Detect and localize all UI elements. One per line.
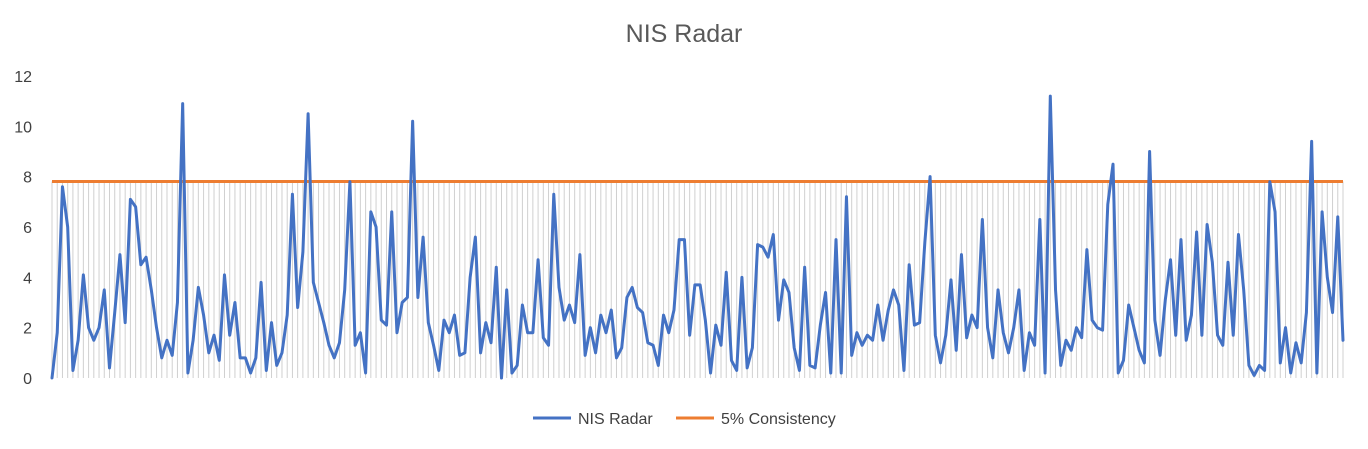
y-tick-label: 0 xyxy=(23,371,32,388)
series-layer xyxy=(50,94,1345,380)
legend-label-nis-radar: NIS Radar xyxy=(578,411,653,428)
legend: NIS Radar 5% Consistency xyxy=(533,411,836,428)
y-tick-label: 10 xyxy=(14,119,32,136)
y-tick-label: 12 xyxy=(14,69,32,86)
y-tick-label: 2 xyxy=(23,321,32,338)
series-line-nis-radar xyxy=(50,94,1345,380)
y-tick-label: 8 xyxy=(23,170,32,187)
legend-label-5pct-consistency: 5% Consistency xyxy=(721,411,836,428)
y-tick-label: 4 xyxy=(23,270,32,287)
y-tick-label: 6 xyxy=(23,220,32,237)
chart-title: NIS Radar xyxy=(626,20,743,48)
y-axis-tick-labels: 0 2 4 6 8 10 12 xyxy=(14,69,32,388)
